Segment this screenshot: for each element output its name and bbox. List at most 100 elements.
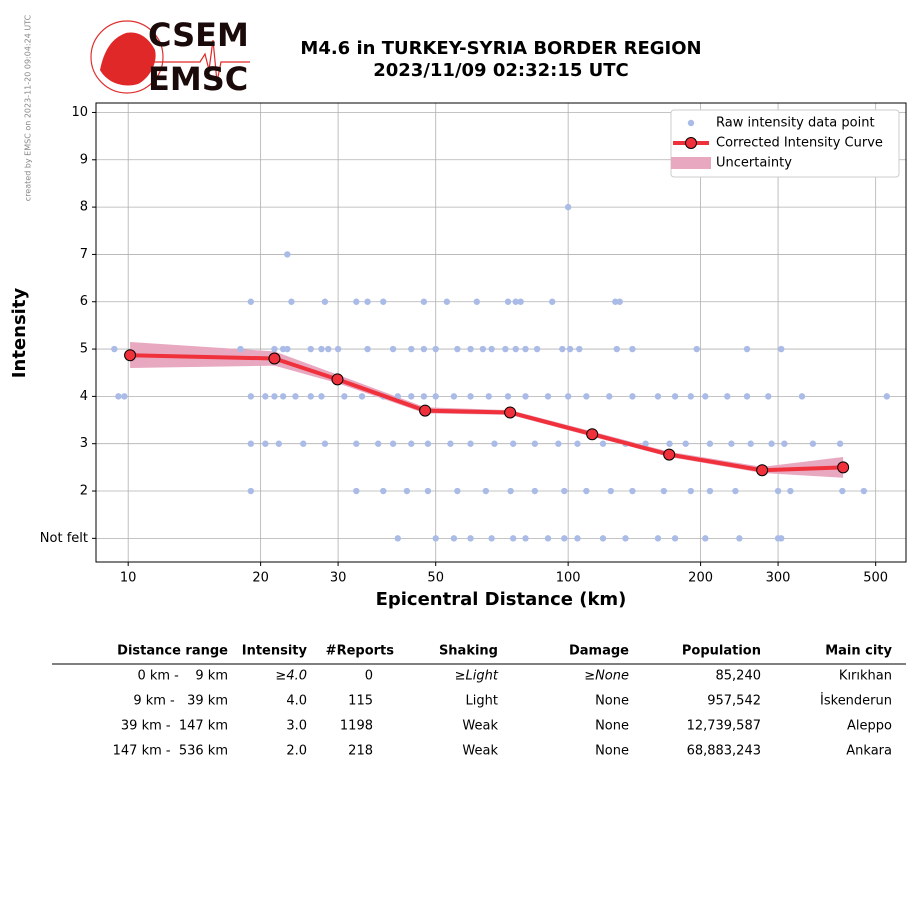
data-point bbox=[522, 393, 529, 400]
logo-circle bbox=[90, 20, 164, 94]
chart-title: M4.6 in TURKEY-SYRIA BORDER REGION bbox=[300, 38, 701, 59]
data-point bbox=[517, 298, 524, 305]
data-point bbox=[394, 535, 401, 542]
table-cell: ≥Light bbox=[455, 669, 499, 684]
data-point bbox=[509, 535, 517, 542]
x-tick-label: 30 bbox=[330, 571, 347, 586]
data-point bbox=[616, 298, 623, 305]
data-point bbox=[420, 345, 428, 353]
data-point bbox=[883, 393, 891, 400]
data-point bbox=[262, 440, 269, 447]
data-point bbox=[522, 535, 529, 542]
table-cell: 39 km - 147 km bbox=[121, 719, 228, 734]
x-tick-label: 300 bbox=[766, 571, 791, 586]
curve-marker bbox=[586, 428, 599, 441]
logo-map bbox=[100, 32, 156, 86]
data-point bbox=[353, 440, 360, 447]
data-point bbox=[420, 393, 428, 400]
data-point bbox=[408, 393, 415, 400]
data-point bbox=[781, 440, 788, 447]
logo-text: CSEM bbox=[148, 16, 249, 54]
data-point bbox=[115, 393, 122, 400]
data-point bbox=[454, 487, 461, 495]
data-point bbox=[561, 535, 568, 542]
data-point bbox=[450, 393, 458, 400]
table-cell: 85,240 bbox=[716, 669, 762, 684]
table-cell: None bbox=[595, 694, 629, 709]
data-point bbox=[467, 535, 474, 542]
table-cell: 3.0 bbox=[286, 719, 307, 734]
table-header: Shaking bbox=[439, 644, 498, 659]
data-point bbox=[507, 487, 514, 495]
data-point bbox=[583, 487, 590, 495]
data-point bbox=[512, 345, 519, 353]
y-tick-label: 10 bbox=[71, 105, 88, 120]
table-header: Population bbox=[682, 644, 761, 659]
data-point bbox=[454, 345, 461, 353]
data-point bbox=[292, 393, 299, 400]
curve-line bbox=[130, 353, 844, 473]
x-tick-label: 10 bbox=[120, 571, 137, 586]
table-cell: Ankara bbox=[846, 744, 892, 759]
data-point bbox=[341, 393, 348, 400]
data-point bbox=[321, 440, 329, 447]
data-point bbox=[774, 487, 782, 495]
x-tick-label: 200 bbox=[688, 571, 713, 586]
data-point bbox=[473, 298, 481, 305]
data-point bbox=[325, 345, 332, 353]
data-point bbox=[574, 440, 581, 447]
data-point bbox=[860, 487, 868, 495]
table-cell: İskenderun bbox=[820, 693, 892, 709]
data-point bbox=[450, 535, 458, 542]
data-point bbox=[787, 487, 794, 495]
x-tick-label: 100 bbox=[556, 571, 581, 586]
data-point bbox=[334, 345, 342, 353]
data-point bbox=[307, 393, 314, 400]
table-cell: 12,739,587 bbox=[687, 719, 761, 734]
data-point bbox=[743, 393, 751, 400]
data-point bbox=[629, 393, 636, 400]
data-point bbox=[549, 298, 556, 305]
data-point bbox=[447, 440, 454, 447]
data-point bbox=[576, 345, 583, 353]
data-point bbox=[522, 345, 529, 353]
data-point bbox=[724, 393, 731, 400]
data-point bbox=[424, 487, 432, 495]
data-point bbox=[564, 393, 572, 400]
data-point bbox=[533, 345, 541, 353]
table-cell: Aleppo bbox=[847, 719, 892, 734]
data-point bbox=[607, 487, 614, 495]
data-point bbox=[839, 487, 846, 495]
logo-wave bbox=[150, 39, 250, 83]
table-cell: ≥4.0 bbox=[275, 669, 307, 684]
y-tick-label: 4 bbox=[80, 389, 88, 404]
data-point bbox=[682, 440, 689, 447]
y-tick-label: 7 bbox=[80, 247, 88, 262]
data-point bbox=[408, 345, 415, 353]
data-point bbox=[798, 393, 806, 400]
data-point bbox=[544, 393, 552, 400]
table-cell: 4.0 bbox=[286, 694, 307, 709]
legend-label: Raw intensity data point bbox=[716, 116, 875, 131]
y-tick-label: 8 bbox=[80, 200, 88, 215]
curve-marker bbox=[504, 406, 517, 419]
data-point bbox=[482, 487, 490, 495]
data-point bbox=[403, 487, 411, 495]
data-point bbox=[622, 535, 629, 542]
table-header: Damage bbox=[569, 644, 629, 659]
data-point bbox=[687, 487, 694, 495]
table-cell: 218 bbox=[348, 744, 373, 759]
table-cell: 115 bbox=[348, 694, 373, 709]
data-point bbox=[654, 393, 662, 400]
data-point bbox=[364, 298, 371, 305]
data-point bbox=[778, 345, 785, 353]
table-cell: 957,542 bbox=[707, 694, 761, 709]
data-point bbox=[394, 393, 401, 400]
legend-box bbox=[670, 109, 900, 178]
curve-marker bbox=[837, 461, 850, 474]
table-header: Intensity bbox=[242, 644, 308, 659]
legend-symbol bbox=[687, 119, 695, 127]
x-axis-label: Epicentral Distance (km) bbox=[376, 589, 627, 610]
legend-label: Uncertainty bbox=[716, 156, 792, 171]
